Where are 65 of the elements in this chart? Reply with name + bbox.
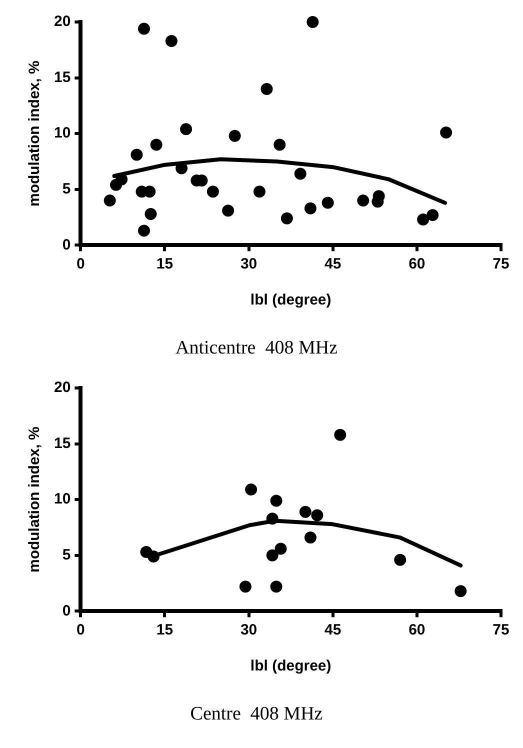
point [150,138,162,151]
x-tick-label: 0 [76,621,85,638]
y-tick-label: 20 [54,13,71,30]
point [245,484,258,496]
y-tick-label: 5 [62,180,71,198]
x-tick-label: 45 [324,621,342,638]
point [104,194,116,207]
point [311,509,324,522]
point [426,209,439,222]
point [138,224,150,237]
x-axis-title: lbl (degree) [250,657,332,674]
point [266,549,278,562]
x-tick-label: 30 [240,621,258,638]
point [222,204,234,217]
y-tick-label: 20 [54,379,71,396]
x-tick-label: 60 [408,621,426,638]
point [260,82,273,95]
point [130,148,143,161]
x-tick-label: 0 [76,255,85,272]
x-tick-label: 45 [324,255,342,272]
point [440,126,452,138]
y-tick-label: 15 [54,68,71,86]
y-tick-label: 5 [62,546,71,564]
point [165,34,178,47]
point [274,542,287,555]
point [280,212,293,224]
point [148,550,160,563]
y-tick-label: 0 [62,602,71,620]
point [322,196,334,209]
point [394,554,406,566]
y-tick-label: 0 [62,236,71,254]
y-axis-title: modulation index, % [26,426,44,573]
point [270,494,282,507]
text: Anticentre 408 MHz [176,338,338,359]
x-tick-label: 75 [492,621,510,638]
point [454,585,467,598]
point [334,428,346,441]
point [304,532,316,544]
point [266,512,278,525]
y-axis-title: modulation index, % [26,60,44,207]
text: Centre 408 MHz [190,704,323,725]
point [304,202,316,214]
point [274,138,286,151]
x-tick-label: 15 [156,621,174,638]
point [144,208,157,220]
x-tick-label: 15 [156,255,174,272]
point [228,130,241,142]
point [306,16,319,28]
point [138,22,150,35]
point [299,506,312,518]
point [239,580,252,593]
point [270,580,282,593]
y-tick-label: 10 [54,490,71,508]
x-tick-label: 75 [492,255,510,272]
point [417,214,430,226]
x-tick-label: 60 [408,255,426,272]
point [180,123,192,136]
point [357,194,370,207]
point [253,186,266,198]
x-tick-label: 30 [240,255,258,272]
point [206,186,219,198]
point [294,168,306,180]
y-tick-label: 15 [54,434,71,452]
y-tick-label: 10 [54,124,71,142]
x-axis-title: lbl (degree) [250,291,332,308]
